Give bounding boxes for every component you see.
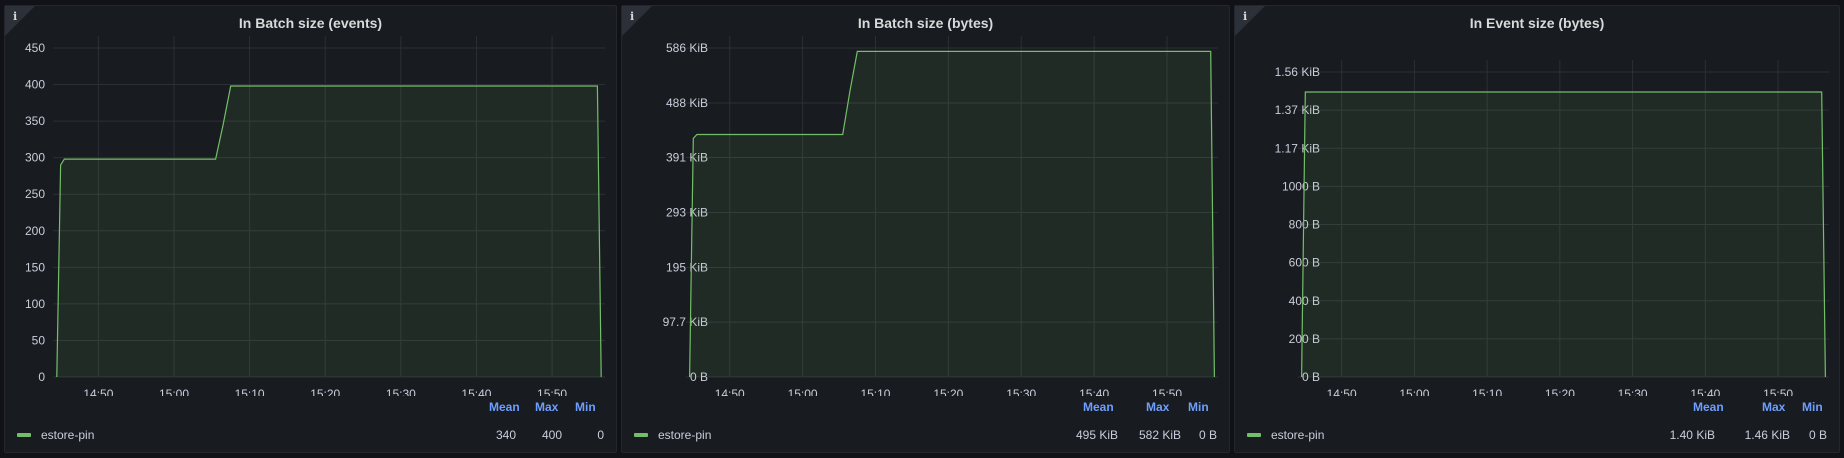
legend-header-mean[interactable]: Mean [1083,400,1114,414]
legend-min-value: 0 B [1808,428,1827,442]
legend-max-value: 1.46 KiB [1744,428,1790,442]
y-tick-label: 250 [25,187,45,201]
series-line [1301,91,1826,378]
x-tick-label: 14:50 [715,387,745,396]
legend-swatch[interactable] [17,433,31,437]
x-tick-label: 15:10 [860,387,890,396]
y-tick-label: 0 B [1302,370,1320,384]
y-tick-label: 97.7 KiB [663,315,708,329]
legend-mean-value: 1.40 KiB [1669,428,1715,442]
x-tick-label: 15:10 [1472,387,1502,396]
x-tick-label: 15:40 [1690,387,1720,396]
x-tick-label: 15:20 [1545,387,1575,396]
legend-header-min[interactable]: Min [1802,400,1823,414]
y-tick-label: 200 [25,224,45,238]
x-tick-label: 14:50 [1327,387,1357,396]
x-tick-label: 15:40 [461,387,491,396]
y-tick-label: 200 B [1289,332,1320,346]
y-tick-label: 0 B [690,370,708,384]
y-tick-label: 450 [25,41,45,55]
panel-batch-events[interactable]: i In Batch size (events) 0 50 100 150 200 250… [4,5,617,453]
y-tick-label: 1000 B [1282,179,1320,193]
y-tick-label: 150 [25,260,45,274]
y-tick-label: 100 [25,297,45,311]
legend-min-value: 0 B [1198,428,1217,442]
x-tick-label: 15:50 [537,387,567,396]
y-tick-label: 293 KiB [666,206,708,220]
info-corner[interactable] [1235,6,1265,36]
panel-title[interactable]: In Batch size (bytes) [857,15,994,31]
x-tick-label: 15:10 [235,387,265,396]
y-tick-label: 50 [32,333,46,347]
y-tick-label: 800 B [1289,218,1320,232]
y-tick-label: 195 KiB [666,261,708,275]
legend-series-name[interactable]: estore-pin [41,428,95,442]
x-tick-label: 15:50 [1152,387,1182,396]
legend-header-max[interactable]: Max [535,400,559,414]
y-tick-label: 300 [25,151,45,165]
y-tick-label: 1.37 KiB [1275,103,1320,117]
x-tick-label: 15:40 [1079,387,1109,396]
legend-max-value: 400 [541,428,562,442]
x-tick-label: 15:00 [788,387,818,396]
legend-min-value: 0 [597,428,604,442]
x-tick-label: 15:20 [310,387,340,396]
chart[interactable]: 0 B 97.7 KiB 195 KiB 293 KiB 391 KiB 488 KiB 5… [622,6,1229,396]
legend-header-min[interactable]: Min [1188,400,1209,414]
series-line [56,85,602,378]
panel-title[interactable]: In Batch size (events) [238,15,383,31]
y-tick-label: 391 KiB [666,150,708,164]
info-corner[interactable] [622,6,652,36]
info-icon[interactable]: i [630,10,635,23]
y-tick-label: 0 [38,370,45,384]
x-tick-label: 15:00 [1399,387,1429,396]
info-corner[interactable] [5,6,35,36]
y-tick-label: 350 [25,114,45,128]
y-tick-label: 400 [25,78,45,92]
panel-batch-bytes[interactable]: i In Batch size (bytes) 0 B 97.7 KiB 195 K… [621,5,1230,453]
chart[interactable]: 0 50 100 150 200 250 300 350 400 450 14:50 15:00 15:… [5,6,616,396]
panel-event-bytes[interactable]: i In Event size (bytes) 0 B 200 B 400 B 600… [1234,5,1840,453]
legend-series-name[interactable]: estore-pin [1271,428,1325,442]
y-tick-label: 600 B [1289,256,1320,270]
x-tick-label: 15:50 [1763,387,1793,396]
y-tick-label: 1.56 KiB [1275,65,1320,79]
legend-swatch[interactable] [634,433,648,437]
legend-item[interactable]: estore-pin 340 400 0 [17,426,604,444]
y-tick-label: 400 B [1289,294,1320,308]
legend-header-mean[interactable]: Mean [1693,400,1724,414]
series-area [56,86,602,377]
panel-title[interactable]: In Event size (bytes) [1469,15,1605,31]
legend-header-max[interactable]: Max [1146,400,1170,414]
legend-item[interactable]: estore-pin 495 KiB 582 KiB 0 B [634,426,1217,444]
x-tick-label: 15:30 [1006,387,1036,396]
legend-series-name[interactable]: estore-pin [658,428,712,442]
series-line [689,50,1215,378]
legend-item[interactable]: estore-pin 1.40 KiB 1.46 KiB 0 B [1247,426,1827,444]
info-icon[interactable]: i [13,10,18,23]
x-tick-label: 15:30 [386,387,416,396]
legend-header-mean[interactable]: Mean [489,400,520,414]
legend-mean-value: 495 KiB [1075,428,1118,442]
x-tick-label: 15:20 [933,387,963,396]
legend-header-max[interactable]: Max [1762,400,1786,414]
legend-header-min[interactable]: Min [575,400,596,414]
chart[interactable]: 0 B 200 B 400 B 600 B 800 B 1000 B 1.17 KiB 1.3… [1235,6,1839,396]
legend-swatch[interactable] [1247,433,1261,437]
info-icon[interactable]: i [1243,10,1248,23]
series-area [1301,92,1826,377]
series-area [689,51,1215,378]
y-tick-label: 586 KiB [666,41,708,55]
x-tick-label: 14:50 [83,387,113,396]
x-tick-label: 15:00 [159,387,189,396]
x-tick-label: 15:30 [1618,387,1648,396]
y-tick-label: 488 KiB [666,96,708,110]
legend-max-value: 582 KiB [1138,428,1181,442]
legend-mean-value: 340 [495,428,516,442]
y-tick-label: 1.17 KiB [1275,141,1320,155]
